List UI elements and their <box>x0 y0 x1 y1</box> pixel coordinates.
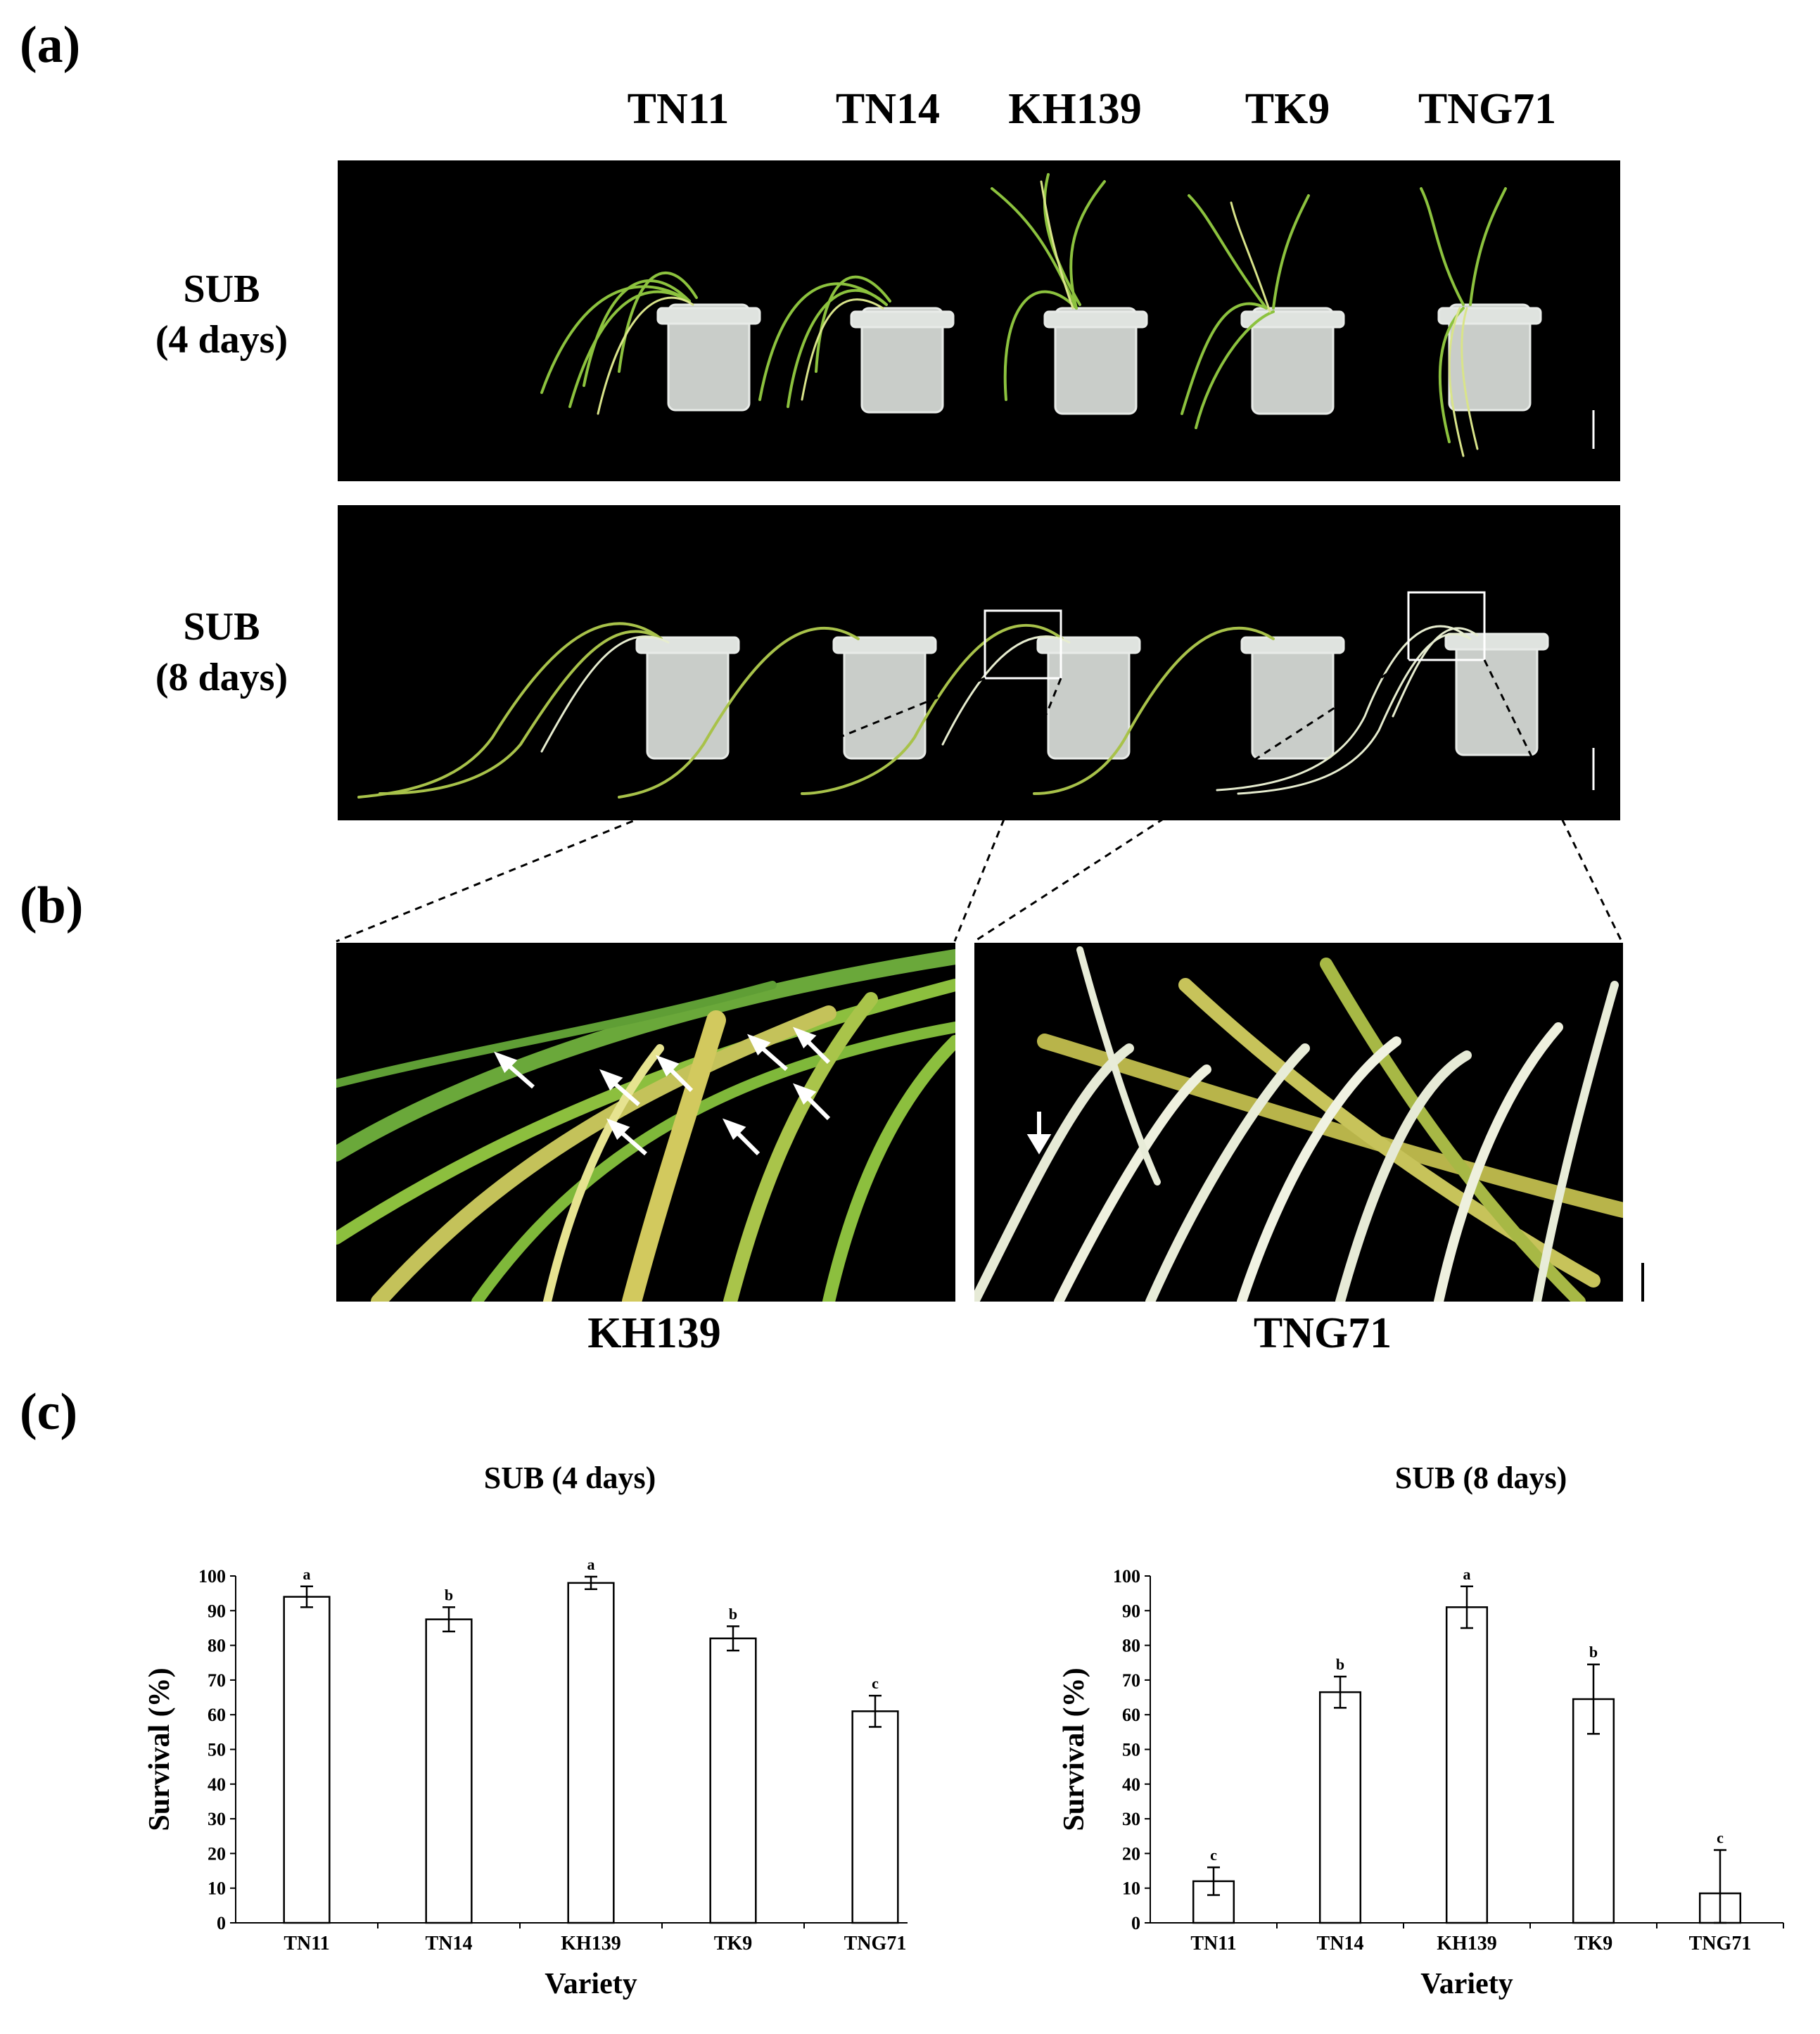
significance-letter: b <box>445 1586 453 1603</box>
x-tick-label: TNG71 <box>844 1933 907 1954</box>
zoom-leaves-tng71 <box>974 946 1623 1302</box>
y-tick-label: 60 <box>208 1705 226 1725</box>
zoom-box-tng71 <box>1407 591 1486 661</box>
row-label-line2: (4 days) <box>155 318 288 362</box>
y-tick-label: 60 <box>1122 1705 1140 1725</box>
y-tick-label: 10 <box>208 1879 226 1899</box>
significance-letter: a <box>303 1565 311 1583</box>
y-tick-label: 50 <box>208 1740 226 1760</box>
x-tick-label: KH139 <box>561 1933 621 1954</box>
row-label-line2: (8 days) <box>155 656 288 699</box>
significance-letter: c <box>872 1674 879 1692</box>
y-tick-label: 90 <box>208 1601 226 1621</box>
zoom-label-kh139: KH139 <box>587 1309 721 1357</box>
y-tick-label: 70 <box>1122 1670 1140 1691</box>
y-tick-label: 80 <box>1122 1636 1140 1656</box>
x-tick-label: TNG71 <box>1689 1933 1752 1954</box>
zoom-box-kh139 <box>984 609 1062 680</box>
y-tick-label: 100 <box>1113 1566 1140 1587</box>
significance-letter: a <box>1463 1565 1471 1583</box>
photo-sub-4-days <box>338 160 1620 481</box>
bar <box>1572 1698 1615 1924</box>
y-tick-label: 70 <box>208 1670 226 1691</box>
row-label-sub-8-days: SUB (8 days) <box>116 602 327 703</box>
x-tick-label: TN11 <box>1190 1933 1236 1954</box>
panel-label-c: (c) <box>20 1383 78 1441</box>
variety-label-tn11: TN11 <box>627 85 730 133</box>
zoom-label-tng71: TNG71 <box>1253 1309 1392 1357</box>
x-tick-label: TK9 <box>714 1933 752 1954</box>
zoom-leaves-kh139 <box>336 949 955 1302</box>
chart-title-8-days: SUB (8 days) <box>1394 1461 1567 1495</box>
y-tick-label: 20 <box>208 1843 226 1864</box>
y-tick-label: 80 <box>208 1636 226 1656</box>
y-axis-label: Survival (%) <box>144 1667 176 1831</box>
variety-label-kh139: KH139 <box>1008 85 1142 133</box>
y-tick-label: 10 <box>1122 1879 1140 1899</box>
zoom-photo-kh139 <box>336 943 955 1302</box>
y-tick-label: 50 <box>1122 1740 1140 1760</box>
significance-letter: b <box>1589 1644 1598 1661</box>
y-tick-label: 0 <box>217 1913 226 1933</box>
panel-label-a: (a) <box>20 16 81 74</box>
scale-bar <box>1641 1263 1644 1302</box>
significance-letter: b <box>729 1605 737 1622</box>
x-tick-label: KH139 <box>1437 1933 1497 1954</box>
y-tick-label: 100 <box>198 1566 226 1587</box>
bar-chart-4-days: 0 10 20 30 40 50 60 70 80 90 100 a TN11 b TN14 a KH139 b T… <box>144 1556 908 2000</box>
bar <box>425 1618 473 1924</box>
bar <box>1318 1691 1362 1924</box>
x-tick-label: TN11 <box>284 1933 329 1954</box>
significance-letter: b <box>1336 1655 1344 1673</box>
bar <box>283 1596 331 1924</box>
chart-title-4-days: SUB (4 days) <box>483 1461 656 1495</box>
bar <box>709 1637 757 1924</box>
y-tick-label: 90 <box>1122 1601 1140 1621</box>
y-tick-label: 30 <box>208 1809 226 1829</box>
y-tick-label: 30 <box>1122 1809 1140 1829</box>
significance-letter: c <box>1717 1829 1724 1846</box>
bar <box>1445 1606 1489 1924</box>
x-axis-label: Variety <box>1420 1968 1513 2000</box>
y-tick-label: 0 <box>1131 1913 1140 1933</box>
row-label-line1: SUB <box>183 605 260 649</box>
panel-label-b: (b) <box>20 877 84 934</box>
plants-illustration-4-days <box>540 173 1595 457</box>
zoom-photo-tng71 <box>974 943 1623 1302</box>
bar-chart-8-days: 0 10 20 30 40 50 60 70 80 90 100 c TN11 b TN14 a KH139 b T… <box>1058 1565 1784 2000</box>
y-tick-label: 20 <box>1122 1843 1140 1864</box>
variety-label-tn14: TN14 <box>835 85 941 133</box>
plants-illustration-8-days <box>357 591 1595 799</box>
row-label-sub-4-days: SUB (4 days) <box>116 264 327 365</box>
significance-letter: c <box>1210 1846 1217 1864</box>
zoom-connector-lines <box>336 659 1623 943</box>
y-tick-label: 40 <box>208 1774 226 1795</box>
y-tick-label: 40 <box>1122 1774 1140 1795</box>
bar <box>567 1582 615 1924</box>
x-tick-label: TK9 <box>1574 1933 1612 1954</box>
y-axis-label: Survival (%) <box>1058 1667 1090 1831</box>
row-label-line1: SUB <box>183 267 260 311</box>
significance-letter: a <box>587 1556 595 1573</box>
photo-sub-8-days <box>338 505 1620 820</box>
variety-label-tng71: TNG71 <box>1418 85 1557 133</box>
x-tick-label: TN14 <box>426 1933 473 1954</box>
x-axis-label: Variety <box>545 1968 637 2000</box>
bar <box>851 1710 899 1924</box>
x-tick-label: TN14 <box>1317 1933 1364 1954</box>
variety-label-tk9: TK9 <box>1245 85 1330 133</box>
